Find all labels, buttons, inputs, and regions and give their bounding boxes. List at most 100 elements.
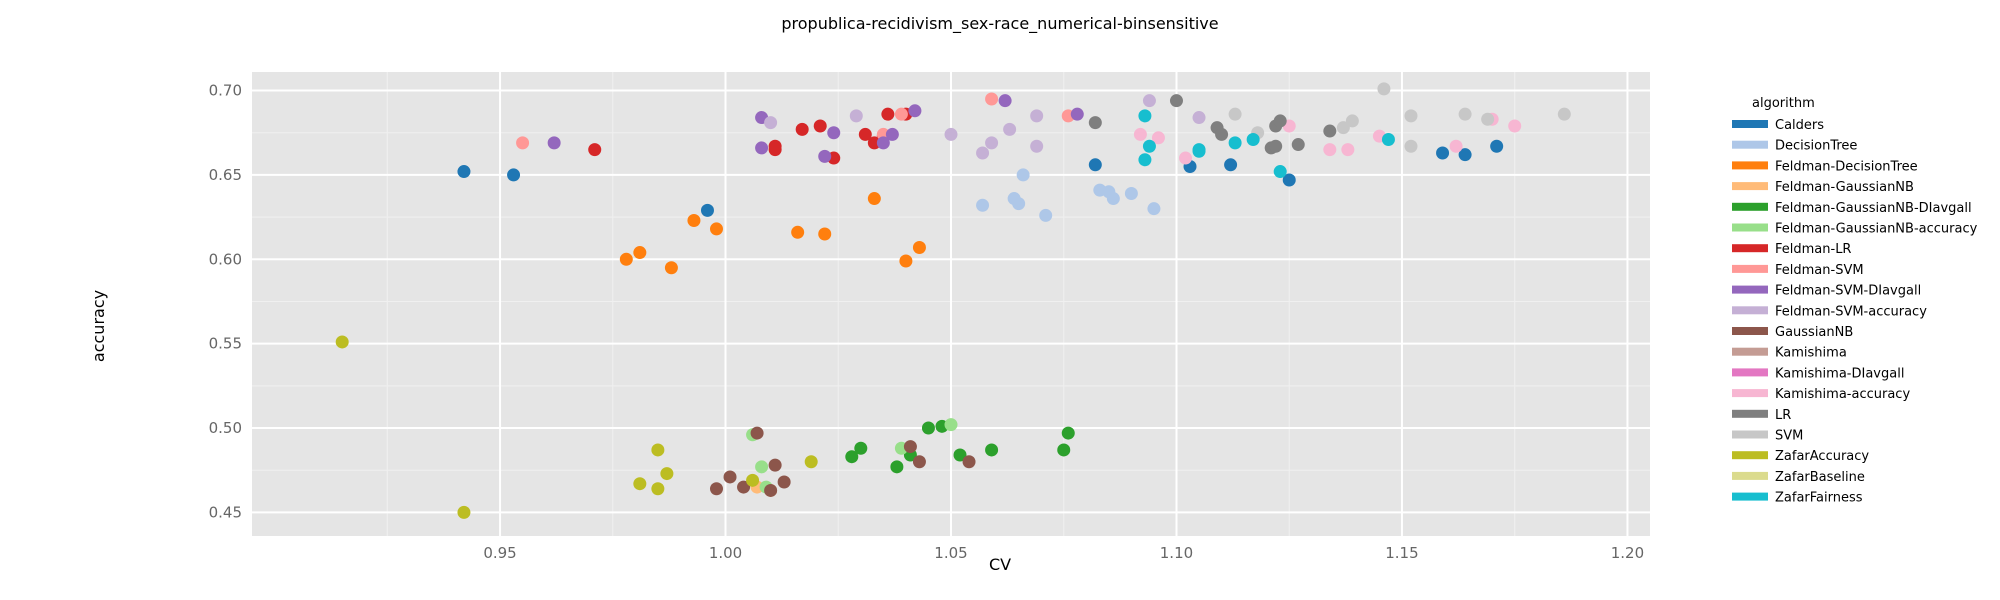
data-point (1124, 186, 1138, 200)
data-point (1273, 165, 1287, 179)
data-point (709, 222, 723, 236)
legend-swatch (1732, 244, 1768, 253)
data-point (335, 335, 349, 349)
data-point (944, 418, 958, 432)
data-point (962, 455, 976, 469)
data-point (818, 227, 832, 241)
data-point (1224, 158, 1238, 172)
data-point (1291, 138, 1305, 152)
data-point (1557, 107, 1571, 121)
data-point (1381, 132, 1395, 146)
data-point (867, 136, 881, 150)
y-tick-label: 0.60 (209, 250, 242, 268)
data-point (547, 136, 561, 150)
legend-swatch (1732, 202, 1768, 211)
legend-label: ZafarFairness (1775, 491, 1863, 506)
y-tick-labels: 0.45 0.50 0.55 0.60 0.65 0.70 (209, 82, 242, 522)
data-point (1088, 158, 1102, 172)
data-point (899, 254, 913, 268)
data-point (867, 192, 881, 206)
legend-label: Kamishima (1775, 346, 1847, 361)
data-point (944, 127, 958, 141)
y-tick-label: 0.65 (209, 166, 242, 184)
data-point (903, 440, 917, 454)
data-point (1138, 109, 1152, 123)
y-tick-label: 0.70 (209, 82, 242, 100)
data-point (953, 448, 967, 462)
legend-swatch (1732, 327, 1768, 335)
data-point (921, 421, 935, 435)
data-point (912, 455, 926, 469)
data-point (1341, 143, 1355, 157)
data-point (651, 482, 665, 496)
data-point (687, 213, 701, 227)
data-point (813, 119, 827, 133)
legend-swatch (1732, 264, 1768, 273)
legend-label: Feldman-SVM (1775, 263, 1864, 278)
data-point (651, 443, 665, 457)
data-point (1377, 82, 1391, 96)
data-point (664, 261, 678, 275)
legend-swatch (1732, 471, 1768, 480)
data-point (746, 473, 760, 487)
data-point (660, 467, 674, 481)
data-point (1228, 136, 1242, 150)
legend-swatch (1732, 140, 1768, 149)
data-point (700, 203, 714, 217)
data-point (1508, 119, 1522, 133)
data-point (755, 460, 769, 474)
data-point (1215, 127, 1229, 141)
data-point (1169, 94, 1183, 108)
y-tick-label: 0.50 (209, 419, 242, 437)
data-point (1039, 208, 1053, 222)
legend-label: Kamishima-DIavgall (1775, 366, 1904, 381)
data-point (1030, 139, 1044, 153)
data-point (1449, 139, 1463, 153)
legend-label: Feldman-SVM-accuracy (1775, 304, 1927, 319)
legend-swatch (1732, 223, 1768, 232)
legend-swatch (1732, 430, 1768, 439)
data-point (1147, 202, 1161, 216)
data-point (1404, 109, 1418, 123)
legend-label: SVM (1775, 429, 1803, 444)
data-point (507, 168, 521, 182)
data-point (1151, 131, 1165, 145)
data-point (894, 107, 908, 121)
data-point (1192, 111, 1206, 125)
legend-swatch (1732, 161, 1768, 170)
legend-swatch (1732, 368, 1768, 377)
legend: algorithm Calders DecisionTree Feldman-Dec… (1732, 96, 1978, 506)
data-point (845, 450, 859, 464)
legend-label: DecisionTree (1775, 139, 1857, 154)
data-point (1228, 107, 1242, 121)
data-point (1458, 148, 1472, 162)
legend-title: algorithm (1752, 96, 1815, 111)
data-point (1138, 153, 1152, 167)
data-points (335, 82, 1571, 519)
data-point (849, 109, 863, 123)
data-point (1192, 144, 1206, 158)
legend-label: ZafarAccuracy (1775, 449, 1869, 464)
data-point (1142, 139, 1156, 153)
legend-label: Feldman-GaussianNB-DIavgall (1775, 201, 1972, 216)
data-point (750, 426, 764, 440)
chart-title: propublica-recidivism_sex-race_numerical… (781, 14, 1218, 34)
data-point (985, 92, 999, 106)
data-point (1012, 197, 1026, 211)
legend-swatch (1732, 182, 1768, 191)
legend-swatch (1732, 451, 1768, 460)
data-point (1246, 132, 1260, 146)
data-point (912, 240, 926, 254)
data-point (764, 116, 778, 130)
data-point (588, 143, 602, 157)
data-point (1481, 112, 1495, 126)
data-point (1273, 114, 1287, 128)
data-point (457, 505, 471, 519)
data-point (976, 146, 990, 160)
data-point (1133, 127, 1147, 141)
x-tick-label: 1.10 (1160, 544, 1193, 562)
data-point (791, 225, 805, 239)
data-point (1057, 443, 1071, 457)
data-point (737, 480, 751, 494)
data-point (998, 94, 1012, 108)
